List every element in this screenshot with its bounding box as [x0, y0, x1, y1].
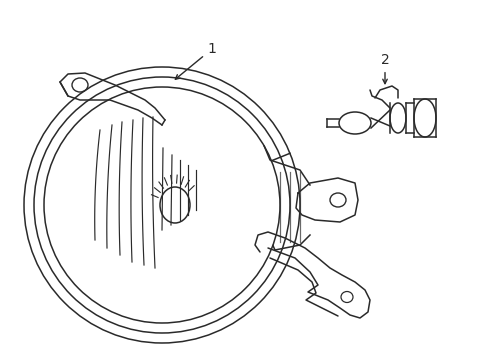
Text: 1: 1: [175, 42, 216, 79]
Text: 2: 2: [380, 53, 388, 84]
